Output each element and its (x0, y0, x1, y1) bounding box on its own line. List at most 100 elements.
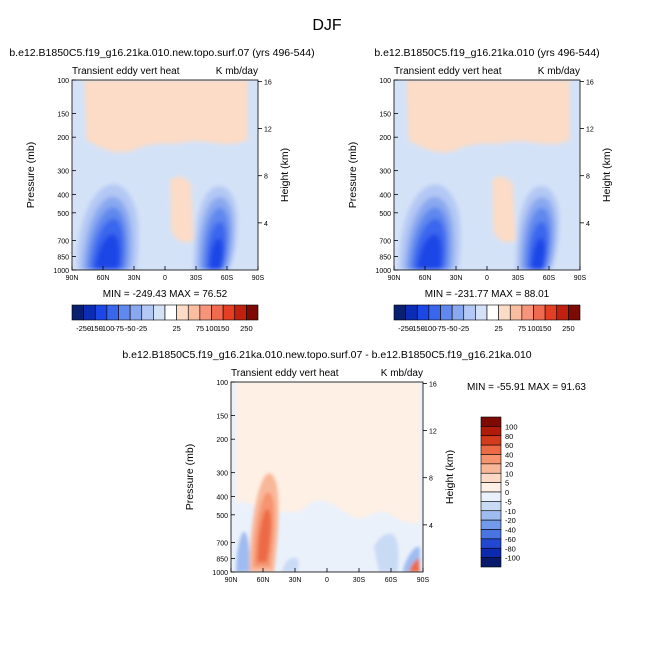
y2-tick-label: 12 (264, 127, 272, 134)
y-tick-label: 300 (379, 169, 391, 176)
y-tick-label: 700 (216, 541, 228, 548)
panel-1-xticks: 90N 60N 30N 0 30S 60S 90S (66, 266, 265, 282)
colorbar-label: -40 (505, 526, 516, 535)
panel-3-ylabel: Pressure (mb) (184, 444, 196, 511)
panel-3-field (231, 382, 423, 572)
y-tick-label: 500 (57, 211, 69, 218)
colorbar-swatch (480, 529, 502, 540)
x-tick-label: 60N (97, 275, 110, 282)
x-tick-label: 30S (512, 275, 525, 282)
colorbar-swatch (118, 304, 131, 321)
panel-1-y2label: Height (km) (279, 148, 291, 202)
x-tick-label: 90N (225, 577, 238, 584)
y-tick-label: 200 (57, 135, 69, 142)
x-tick-label: 60S (543, 275, 556, 282)
panel-2-ylabel: Pressure (mb) (347, 142, 359, 209)
panel-2-xticks: 90N 60N 30N 0 30S 60S 90S (388, 266, 587, 282)
colorbar-swatch (428, 304, 441, 321)
panel-1-right-title: K mb/day (216, 66, 258, 77)
colorbar-label: -10 (505, 507, 516, 516)
panel-3-xticks: 90N 60N 30N 0 30S 60S 90S (225, 568, 430, 584)
colorbar-swatch (480, 416, 502, 427)
panel-2-field (394, 80, 580, 270)
x-tick-label: 60N (419, 275, 432, 282)
x-tick-label: 30S (353, 577, 366, 584)
x-tick-label: 90S (252, 275, 265, 282)
colorbar-label: 80 (505, 432, 513, 441)
y-tick-label: 700 (57, 239, 69, 246)
colorbar-label: -50 (447, 324, 458, 333)
y2-tick-label: 8 (264, 174, 268, 181)
colorbar-swatch (234, 304, 247, 321)
panel-2-yticks: 100 150 200 300 400 500 700 850 1000 (375, 78, 398, 275)
colorbar-label: -100 (505, 554, 520, 563)
x-tick-label: 30S (190, 275, 203, 282)
colorbar-swatch (440, 304, 453, 321)
x-tick-label: 0 (485, 275, 489, 282)
colorbar-swatch (480, 472, 502, 483)
panel-2: b.e12.B1850C5.f19_g16.21ka.010 (yrs 496-… (347, 47, 613, 300)
panel-1-yticks: 100 150 200 300 400 500 700 850 1000 (53, 78, 76, 275)
panel-2-y2ticks: 16 12 8 4 (580, 79, 594, 228)
x-tick-label: 30N (289, 577, 302, 584)
x-tick-label: 30N (128, 275, 141, 282)
colorbar-swatch (176, 304, 189, 321)
y-tick-label: 400 (57, 192, 69, 199)
panel-3-y2ticks: 16 12 8 4 (423, 381, 437, 530)
y-tick-label: 100 (57, 78, 69, 85)
panel-2-stats: MIN = -231.77 MAX = 88.01 (425, 289, 550, 300)
colorbar-label: 75 (196, 324, 204, 333)
panel-2-case-title: b.e12.B1850C5.f19_g16.21ka.010 (yrs 496-… (374, 47, 599, 59)
y2-tick-label: 8 (429, 476, 433, 483)
colorbar-swatch (480, 501, 502, 512)
colorbar-swatch (556, 304, 569, 321)
colorbar-swatch (222, 304, 236, 321)
colorbar-swatch (480, 435, 502, 446)
y-tick-label: 200 (216, 437, 228, 444)
colorbar-label: -25 (458, 324, 469, 333)
panel-3-yticks: 100 150 200 300 400 500 700 850 1000 (212, 380, 235, 577)
y-tick-label: 150 (379, 111, 391, 118)
x-tick-label: 90N (388, 275, 401, 282)
colorbar-swatch (533, 304, 546, 321)
colorbar-1: -250-150-100-75 -50 -25 25 75 100 150 250 (71, 304, 259, 333)
colorbar-swatch (480, 510, 502, 521)
colorbar-swatch (486, 304, 499, 321)
colorbar-swatch (416, 304, 430, 321)
panel-1-case-title: b.e12.B1850C5.f19_g16.21ka.010.new.topo.… (9, 47, 314, 59)
colorbar-label: -5 (505, 497, 512, 506)
colorbar-label: -60 (505, 535, 516, 544)
y-tick-label: 1000 (375, 268, 391, 275)
colorbar-label: -250 (398, 324, 413, 333)
y2-tick-label: 4 (586, 221, 590, 228)
colorbar-label: 100 (505, 422, 518, 431)
colorbar-swatch (199, 304, 212, 321)
y-tick-label: 100 (379, 78, 391, 85)
colorbar-label: 0 (505, 488, 509, 497)
colorbar-swatch (480, 463, 502, 474)
y2-tick-label: 12 (586, 127, 594, 134)
colorbar-swatch (129, 304, 143, 321)
colorbar-label: 60 (505, 441, 513, 450)
colorbar-swatch (475, 304, 488, 321)
colorbar-swatch (94, 304, 108, 321)
colorbar-2: -250-150-100-75 -50 -25 25 75 100 150 250 (393, 304, 581, 333)
colorbar-label: -25 (136, 324, 147, 333)
panel-1: b.e12.B1850C5.f19_g16.21ka.010.new.topo.… (9, 47, 314, 300)
x-tick-label: 90S (417, 577, 430, 584)
colorbar-label: 5 (505, 479, 509, 488)
colorbar-swatch (480, 482, 502, 493)
y2-tick-label: 16 (264, 79, 272, 86)
colorbar-label: 10 (505, 469, 513, 478)
panel-1-ylabel: Pressure (mb) (25, 142, 37, 209)
colorbar-swatch (246, 304, 259, 321)
colorbar-label: -150 (410, 324, 425, 333)
colorbar-swatch (71, 304, 84, 321)
colorbar-label: 20 (505, 460, 513, 469)
y2-tick-label: 4 (429, 523, 433, 530)
y-tick-label: 850 (57, 255, 69, 262)
y-tick-label: 100 (216, 380, 228, 387)
colorbar-swatch (451, 304, 465, 321)
colorbar-swatch (83, 304, 96, 321)
panel-3: b.e12.B1850C5.f19_g16.21ka.010.new.topo.… (122, 349, 586, 584)
